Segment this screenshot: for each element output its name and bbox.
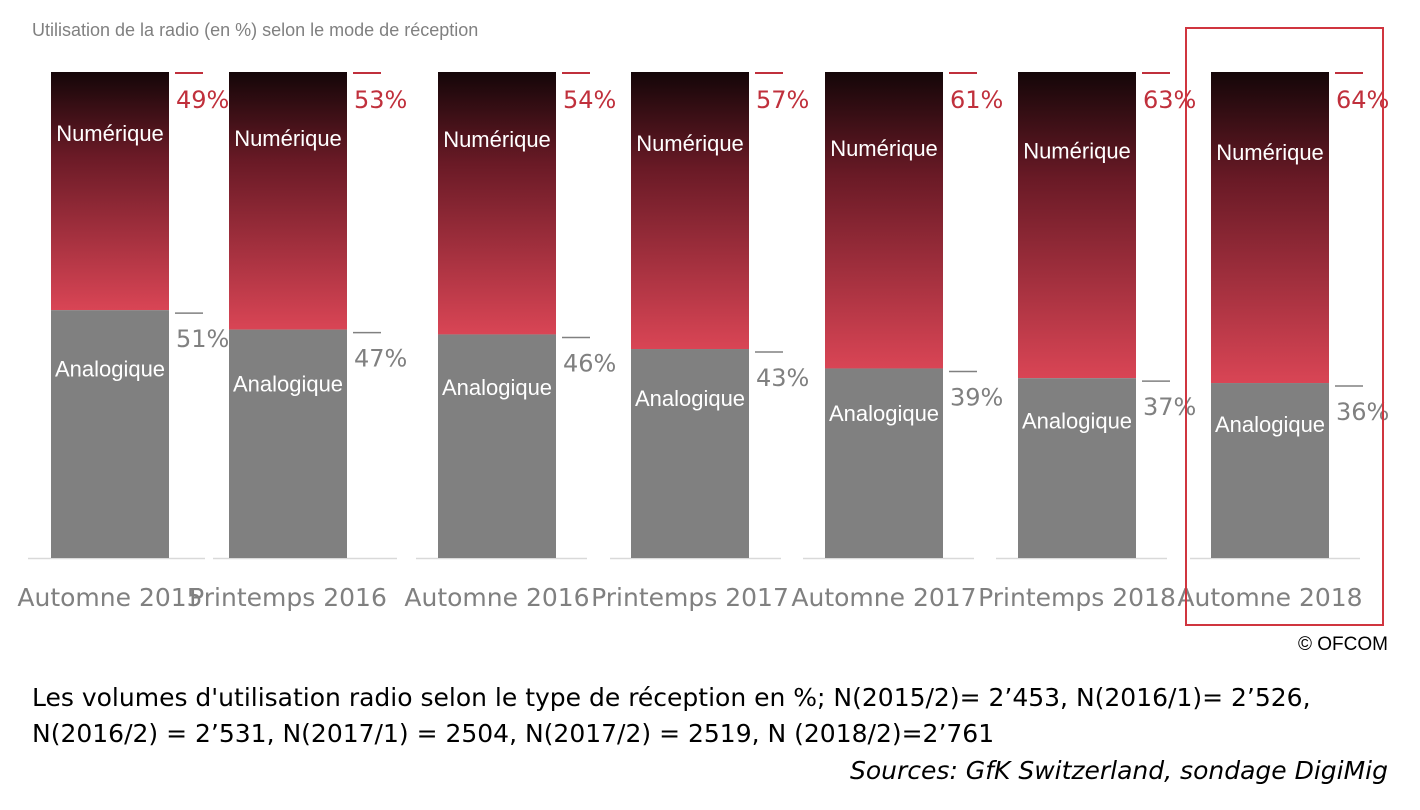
bar-numerique bbox=[229, 72, 347, 330]
segment-label-numerique: Numérique bbox=[830, 136, 938, 161]
data-label-numerique: 61% bbox=[950, 86, 1003, 114]
x-tick-label: Automne 2017 bbox=[791, 583, 976, 612]
data-label-analogique: 36% bbox=[1336, 398, 1389, 426]
data-label-analogique: 47% bbox=[354, 345, 407, 373]
bar-analogique bbox=[51, 310, 169, 558]
data-label-analogique: 39% bbox=[950, 383, 1003, 411]
segment-label-numerique: Numérique bbox=[636, 131, 744, 156]
copyright-label: © OFCOM bbox=[1298, 634, 1388, 655]
bar-analogique bbox=[631, 349, 749, 558]
data-label-numerique: 54% bbox=[563, 86, 616, 114]
bar-numerique bbox=[631, 72, 749, 350]
data-label-numerique: 53% bbox=[354, 86, 407, 114]
chart-caption: Les volumes d'utilisation radio selon le… bbox=[32, 683, 1311, 748]
data-label-numerique: 63% bbox=[1143, 86, 1196, 114]
segment-label-analogique: Analogique bbox=[1215, 412, 1325, 437]
segment-label-analogique: Analogique bbox=[442, 375, 552, 400]
data-label-numerique: 64% bbox=[1336, 86, 1389, 114]
data-label-analogique: 43% bbox=[756, 364, 809, 392]
segment-label-numerique: Numérique bbox=[1216, 140, 1324, 165]
stacked-bar-chart: Numérique Analogique 49% 51% Automne 2015 Num… bbox=[17, 27, 1389, 626]
data-label-numerique: 49% bbox=[176, 86, 229, 114]
sources-note: Sources: GfK Switzerland, sondage DigiMi… bbox=[850, 756, 1388, 785]
segment-label-analogique: Analogique bbox=[1022, 408, 1132, 433]
segment-label-numerique: Numérique bbox=[56, 121, 164, 146]
bar-numerique bbox=[1018, 72, 1136, 379]
bar-numerique bbox=[51, 72, 169, 311]
segment-label-numerique: Numérique bbox=[1023, 139, 1131, 164]
x-tick-label: Automne 2018 bbox=[1177, 583, 1362, 612]
data-label-analogique: 46% bbox=[563, 349, 616, 377]
x-tick-label: Printemps 2018 bbox=[978, 583, 1176, 612]
x-tick-label: Printemps 2017 bbox=[591, 583, 789, 612]
bar-analogique bbox=[825, 368, 943, 558]
chart-title: Utilisation de la radio (en %) selon le … bbox=[32, 20, 479, 40]
bar-analogique bbox=[1018, 378, 1136, 558]
x-tick-label: Automne 2016 bbox=[404, 583, 589, 612]
bar-analogique bbox=[1211, 383, 1329, 558]
x-tick-label: Automne 2015 bbox=[17, 583, 202, 612]
data-label-analogique: 37% bbox=[1143, 393, 1196, 421]
segment-label-analogique: Analogique bbox=[233, 371, 343, 396]
data-label-numerique: 57% bbox=[756, 86, 809, 114]
segment-label-analogique: Analogique bbox=[829, 401, 939, 426]
bar-analogique bbox=[229, 329, 347, 558]
segment-label-analogique: Analogique bbox=[635, 386, 745, 411]
highlight-box bbox=[1185, 27, 1384, 626]
bar-numerique bbox=[825, 72, 943, 369]
segment-label-numerique: Numérique bbox=[234, 126, 342, 151]
bar-analogique bbox=[438, 334, 556, 558]
bar-numerique bbox=[438, 72, 556, 335]
bar-numerique bbox=[1211, 72, 1329, 384]
x-tick-label: Printemps 2016 bbox=[189, 583, 387, 612]
segment-label-analogique: Analogique bbox=[55, 357, 165, 382]
segment-label-numerique: Numérique bbox=[443, 127, 551, 152]
data-label-analogique: 51% bbox=[176, 325, 229, 353]
